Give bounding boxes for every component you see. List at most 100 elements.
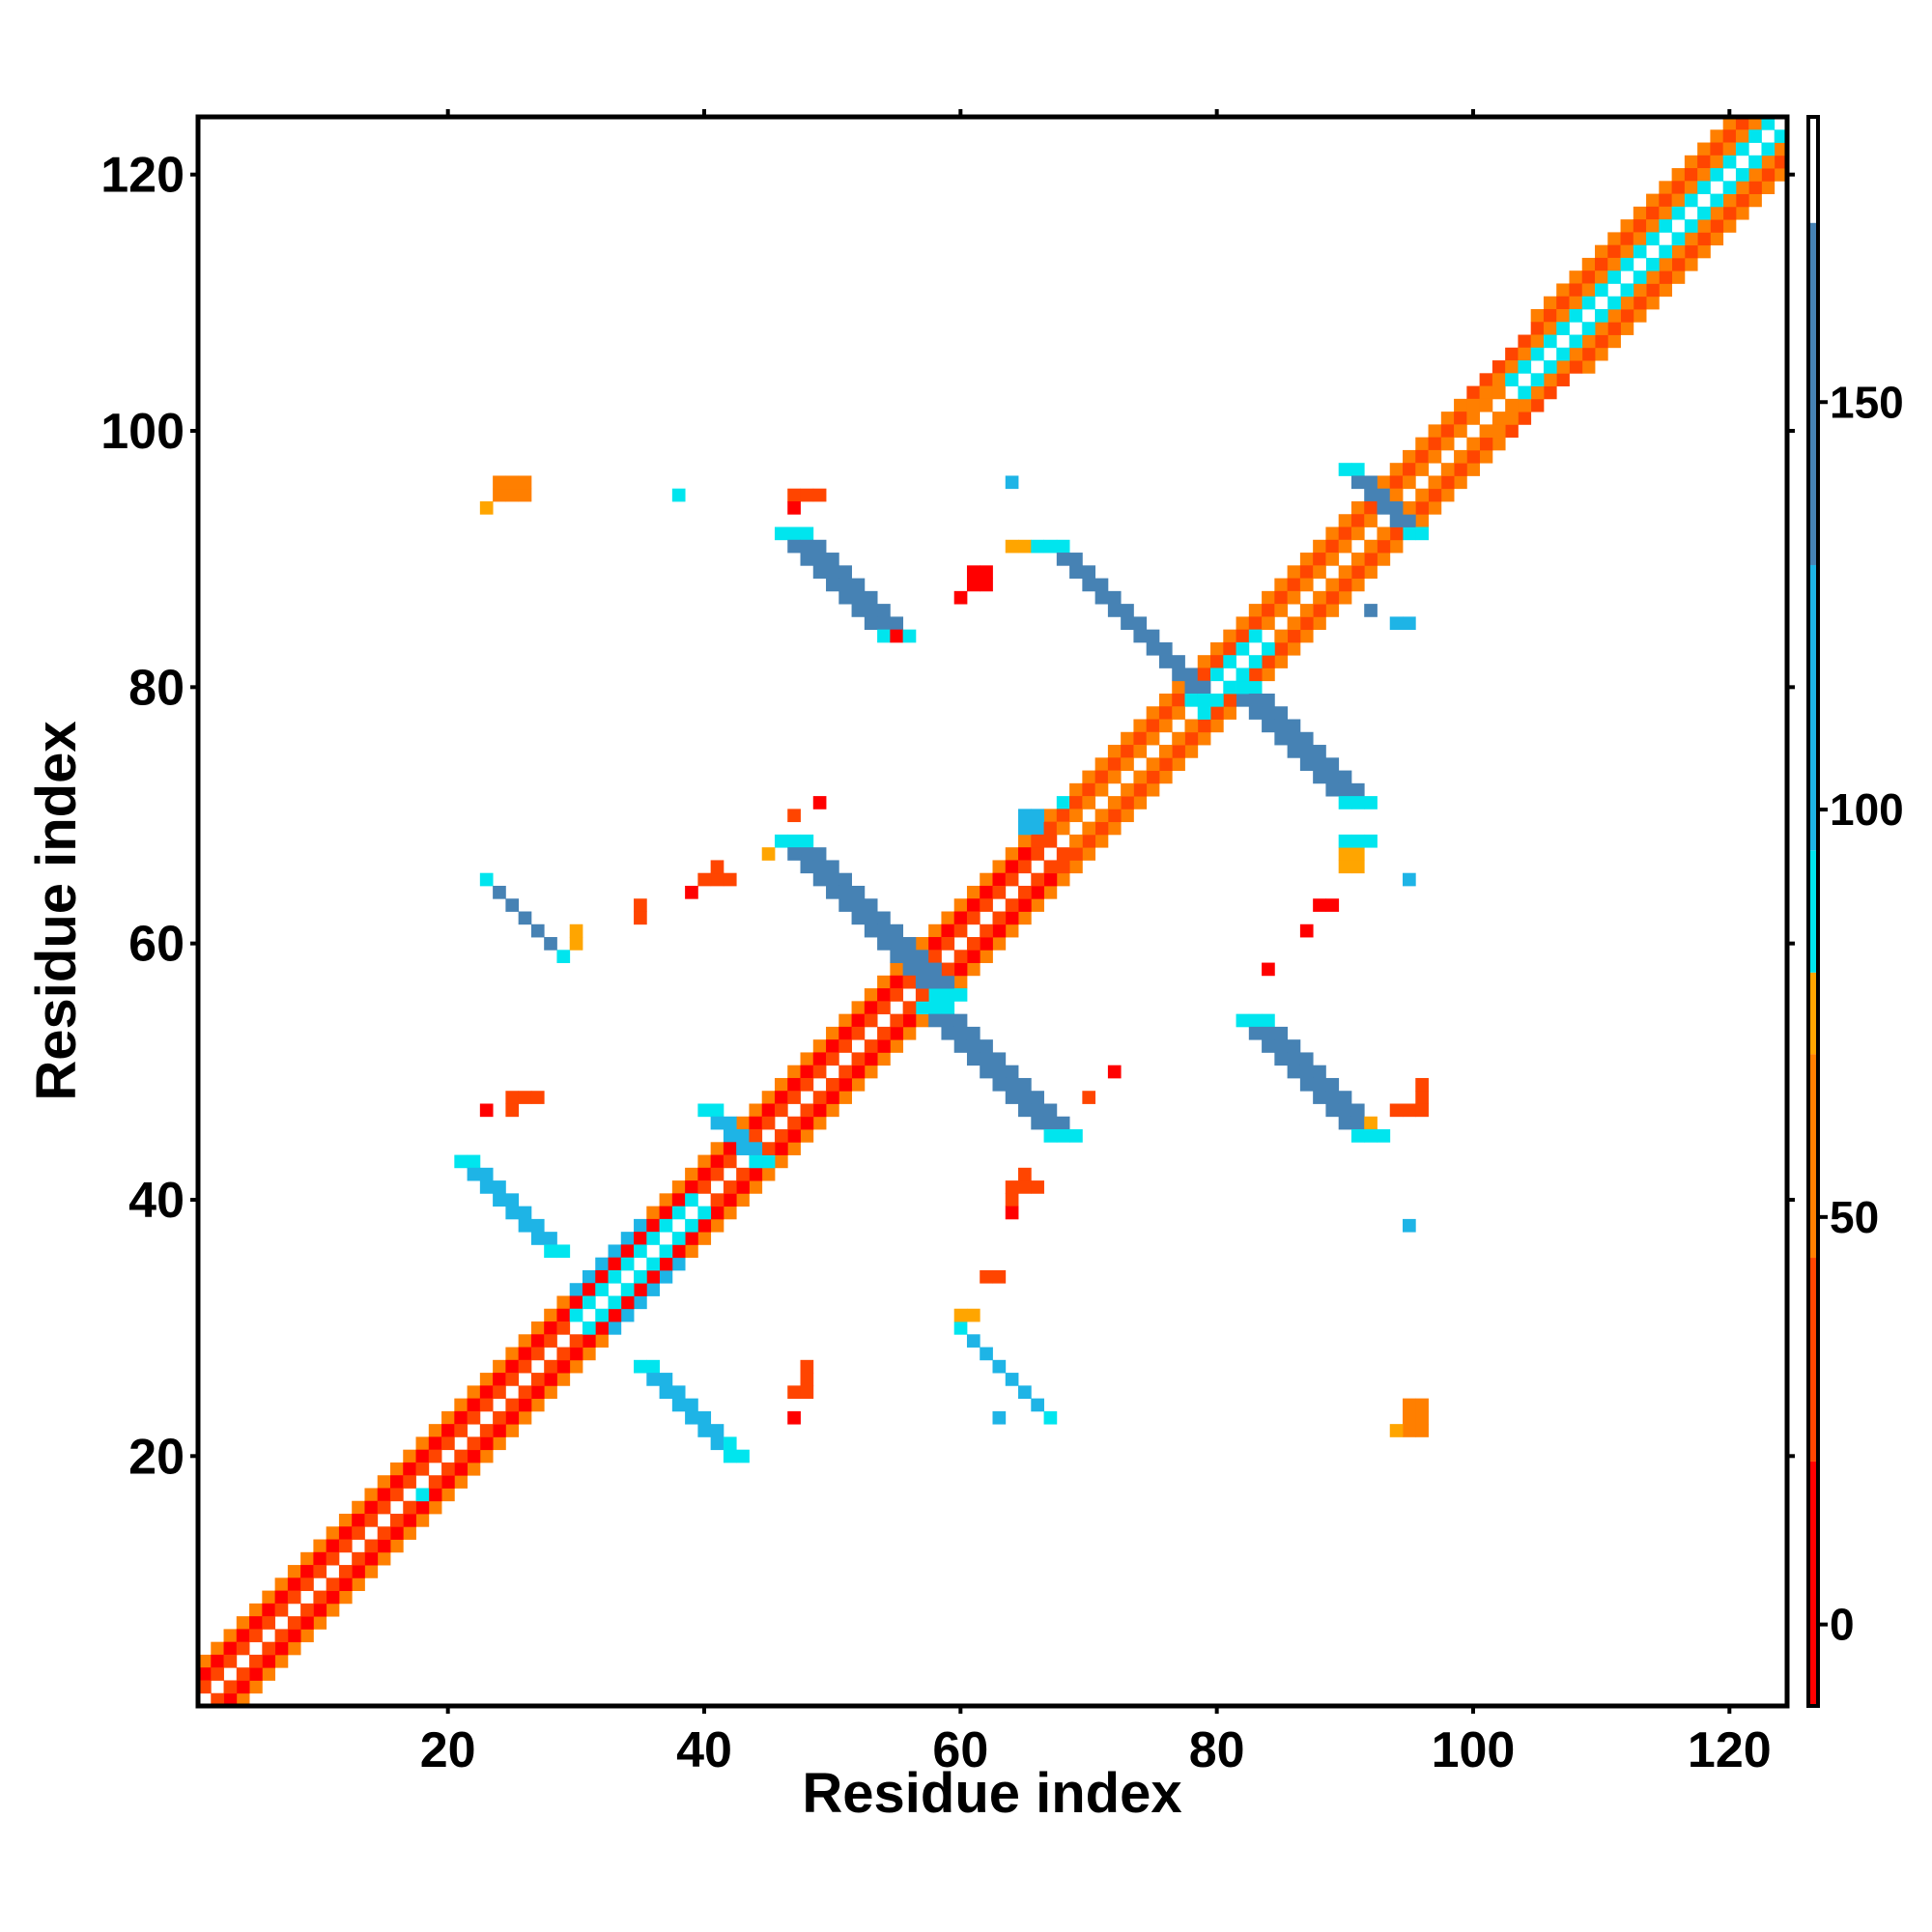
heatmap-cell	[1505, 360, 1519, 374]
heatmap-cell	[1389, 488, 1404, 502]
heatmap-cell	[736, 1116, 750, 1130]
heatmap-cell	[1325, 526, 1340, 541]
heatmap-cell	[992, 860, 1007, 874]
heatmap-cell	[1607, 308, 1621, 323]
heatmap-cell	[1389, 500, 1404, 515]
heatmap-cell	[1313, 1091, 1326, 1104]
heatmap-cell	[223, 1692, 238, 1707]
heatmap-cell	[518, 475, 532, 490]
heatmap-cell	[890, 923, 904, 938]
heatmap-cell	[287, 1590, 301, 1605]
heatmap-cell	[377, 1475, 391, 1489]
heatmap-cell	[1671, 244, 1686, 259]
heatmap-cell	[274, 1641, 289, 1656]
heatmap-cell	[1248, 616, 1263, 631]
heatmap-cell	[454, 1398, 468, 1412]
heatmap-cell	[262, 1654, 275, 1668]
heatmap-cell	[1389, 616, 1404, 631]
heatmap-cell	[1005, 539, 1019, 554]
heatmap-cell	[749, 1167, 763, 1181]
heatmap-cell	[902, 937, 917, 951]
heatmap-cell	[851, 1077, 866, 1092]
heatmap-cell	[1659, 270, 1673, 284]
heatmap-cell	[1248, 668, 1263, 682]
heatmap-cell	[1056, 553, 1070, 566]
heatmap-cell	[1684, 232, 1698, 246]
heatmap-cell	[1620, 232, 1634, 246]
heatmap-cell	[1646, 193, 1660, 208]
heatmap-cell	[530, 1218, 545, 1233]
heatmap-cell	[518, 1334, 532, 1348]
heatmap-cell	[634, 1244, 647, 1259]
heatmap-cell	[1697, 232, 1711, 246]
heatmap-cell	[1005, 1065, 1019, 1079]
heatmap-cell	[710, 1142, 724, 1155]
heatmap-cell	[812, 1039, 827, 1053]
heatmap-cell	[1262, 706, 1275, 720]
heatmap-cell	[1274, 706, 1289, 720]
heatmap-cell	[415, 1488, 430, 1502]
heatmap-cell	[1415, 488, 1429, 502]
heatmap-cell	[1377, 539, 1391, 554]
heatmap-cell	[812, 565, 827, 579]
heatmap-cell	[1659, 244, 1673, 259]
heatmap-cell	[902, 1026, 917, 1040]
heatmap-cell	[1299, 629, 1314, 643]
heatmap-cell	[1569, 270, 1583, 284]
heatmap-cell	[1287, 1065, 1301, 1079]
heatmap-cell	[364, 1488, 379, 1502]
heatmap-cell	[1646, 283, 1660, 298]
heatmap-cell	[1710, 168, 1724, 182]
heatmap-cell	[1530, 308, 1545, 323]
heatmap-cell	[1428, 475, 1442, 490]
heatmap-cell	[838, 898, 852, 912]
heatmap-cell	[915, 1013, 929, 1028]
heatmap-cell	[710, 1424, 724, 1437]
heatmap-cell	[518, 1206, 532, 1220]
heatmap-cell	[890, 629, 904, 643]
heatmap-cell	[877, 988, 891, 1002]
heatmap-cell	[569, 1359, 583, 1374]
heatmap-cell	[1158, 693, 1173, 707]
heatmap-cell	[1377, 553, 1391, 566]
heatmap-cell	[838, 1091, 852, 1104]
heatmap-cell	[454, 1449, 468, 1463]
heatmap-cell	[1350, 1103, 1365, 1118]
heatmap-cell	[851, 1065, 866, 1079]
heatmap-cell	[1133, 731, 1148, 746]
heatmap-cell	[685, 1193, 698, 1208]
heatmap-cell	[223, 1654, 238, 1668]
heatmap-cell	[1364, 553, 1378, 566]
heatmap-cell	[787, 1142, 801, 1155]
heatmap-cell	[1056, 872, 1070, 887]
heatmap-cell	[505, 1347, 520, 1361]
heatmap-cell	[634, 898, 647, 912]
heatmap-cell	[1094, 782, 1109, 797]
heatmap-cell	[1287, 629, 1301, 643]
heatmap-cell	[505, 1373, 520, 1386]
heatmap-cell	[544, 1232, 557, 1245]
heatmap-cell	[530, 1385, 545, 1400]
heatmap-cell	[1403, 500, 1416, 515]
heatmap-cell	[1274, 629, 1289, 643]
heatmap-cell	[646, 1373, 660, 1386]
heatmap-cell	[953, 898, 968, 912]
heatmap-cell	[1056, 809, 1070, 823]
heatmap-cell	[812, 488, 827, 502]
heatmap-cell	[389, 1539, 404, 1553]
heatmap-cell	[1236, 629, 1250, 643]
heatmap-cell	[569, 923, 583, 938]
heatmap-cell	[1403, 475, 1416, 490]
heatmap-cell	[1069, 553, 1083, 566]
heatmap-cell	[877, 975, 891, 989]
heatmap-cell	[915, 962, 929, 977]
heatmap-cell	[1595, 270, 1608, 284]
heatmap-cell	[1313, 616, 1326, 631]
heatmap-cell	[671, 1257, 686, 1271]
heatmap-cell	[1236, 693, 1250, 707]
heatmap-cell	[710, 1116, 724, 1130]
heatmap-cell	[851, 911, 866, 925]
heatmap-cell	[1005, 475, 1019, 490]
heatmap-cell	[1581, 283, 1596, 298]
heatmap-cell	[1659, 219, 1673, 233]
